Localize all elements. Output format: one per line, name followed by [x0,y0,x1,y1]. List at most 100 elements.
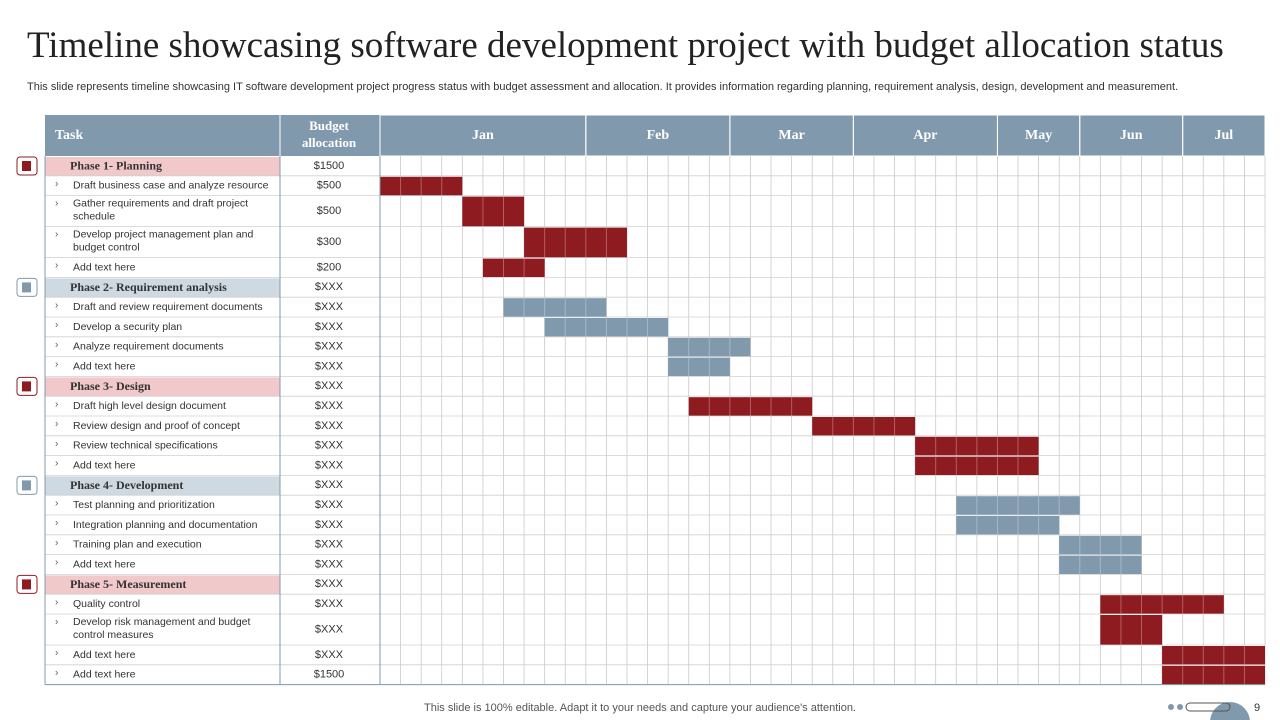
task-name: Analyze requirement documents [73,340,224,352]
month-label: Jul [1214,128,1233,143]
chevron: › [55,648,58,659]
task-name: Add text here [73,649,136,661]
gantt-bar [915,436,1039,456]
phase-bg [45,157,280,176]
task-budget: $XXX [315,400,344,412]
task-name: Add text here [73,459,136,471]
phase-budget: $XXX [315,281,344,293]
gantt-bar [1162,665,1265,685]
task-line: Quality control [73,598,140,610]
task-name: Draft business case and analyze resource [73,179,269,191]
gantt-bar [1059,555,1142,575]
chevron: › [55,419,58,430]
phase-name: Phase 4- Development [70,478,183,492]
decor-dot [1168,704,1174,710]
chevron: › [55,557,58,568]
slide-title: Timeline showcasing software development… [27,25,1224,66]
month-label: Jan [472,128,494,143]
task-line: Draft high level design document [73,400,226,412]
task-budget: $XXX [315,459,344,471]
task-line: schedule [73,210,115,222]
phase-bg [45,278,280,298]
decor-circle [1210,702,1250,720]
task-budget: $XXX [315,360,344,372]
phase-icon-glyph [22,480,31,491]
gantt-bar [1162,646,1265,665]
task-line: Review technical specifications [73,439,218,451]
task-line: Training plan and execution [73,538,202,550]
task-name: Test planning and prioritization [73,499,215,511]
phase-name: Phase 3- Design [70,379,151,393]
gantt-bar [956,496,1080,515]
gantt-bar [482,258,545,278]
phase-bg [45,575,280,595]
task-budget: $XXX [315,598,344,610]
task-name: Add text here [73,360,136,372]
footer: This slide is 100% editable. Adapt it to… [424,702,856,714]
phase-budget: $XXX [315,578,344,590]
gantt-bar [462,196,525,227]
gantt-bar [1059,535,1142,555]
task-name: Add text here [73,558,136,570]
task-name: Training plan and execution [73,538,202,550]
chevron: › [55,260,58,271]
task-line: Develop project management plan and [73,228,254,240]
phase-budget: $1500 [314,160,345,172]
chevron: › [55,597,58,608]
phase-icon-glyph [22,579,31,590]
gantt-bar [524,227,627,258]
task-line: Add text here [73,649,136,661]
task-budget: $XXX [315,420,344,432]
chevron: › [55,178,58,189]
chevron: › [55,617,58,628]
task-line: Test planning and prioritization [73,499,215,511]
phase-icon-glyph [22,381,31,392]
chevron: › [55,399,58,410]
gantt-bar [544,318,669,337]
gantt-bar [688,397,813,416]
gantt-bar [668,357,730,377]
month-label: Apr [913,128,937,143]
task-name: Review design and proof of concept [73,420,240,432]
gantt-bar [380,176,463,196]
chevron: › [55,498,58,509]
decor-pill [1185,702,1231,712]
task-name: Develop risk management and budget contro… [73,616,251,641]
task-name: Develop a security plan [73,321,182,333]
task-name: Develop project management plan and budge… [73,228,254,253]
chevron: › [55,198,58,209]
task-budget: $XXX [315,301,344,313]
task-budget: $200 [317,261,341,273]
task-budget: $XXX [315,440,344,452]
task-line: Add text here [73,668,136,680]
gantt-bar [1100,615,1163,645]
task-budget: $300 [317,236,341,248]
chevron: › [55,339,58,350]
header-line: Budget [309,118,349,133]
task-name: Review technical specifications [73,439,218,451]
task-budget: $XXX [315,649,344,661]
chevron: › [55,320,58,331]
gantt-bar [668,337,751,357]
task-name: Gather requirements and draft project sch… [73,197,248,222]
task-line: Analyze requirement documents [73,340,224,352]
task-name: Draft high level design document [73,400,226,412]
task-budget: $XXX [315,519,344,531]
chevron: › [55,458,58,469]
phase-name: Phase 5- Measurement [70,577,186,591]
task-name: Integration planning and documentation [73,519,258,531]
task-line: Review design and proof of concept [73,420,240,432]
phase-bg [45,476,280,496]
task-name: Draft and review requirement documents [73,301,263,313]
task-line: Develop risk management and budget [73,616,251,628]
month-label: May [1025,128,1052,143]
chevron: › [55,300,58,311]
chevron: › [55,359,58,370]
chevron: › [55,438,58,449]
month-label: Jun [1120,128,1143,143]
gantt-bar [956,516,1060,535]
task-line: control measures [73,629,154,641]
task-line: budget control [73,241,140,253]
header-bg [45,115,1265,156]
